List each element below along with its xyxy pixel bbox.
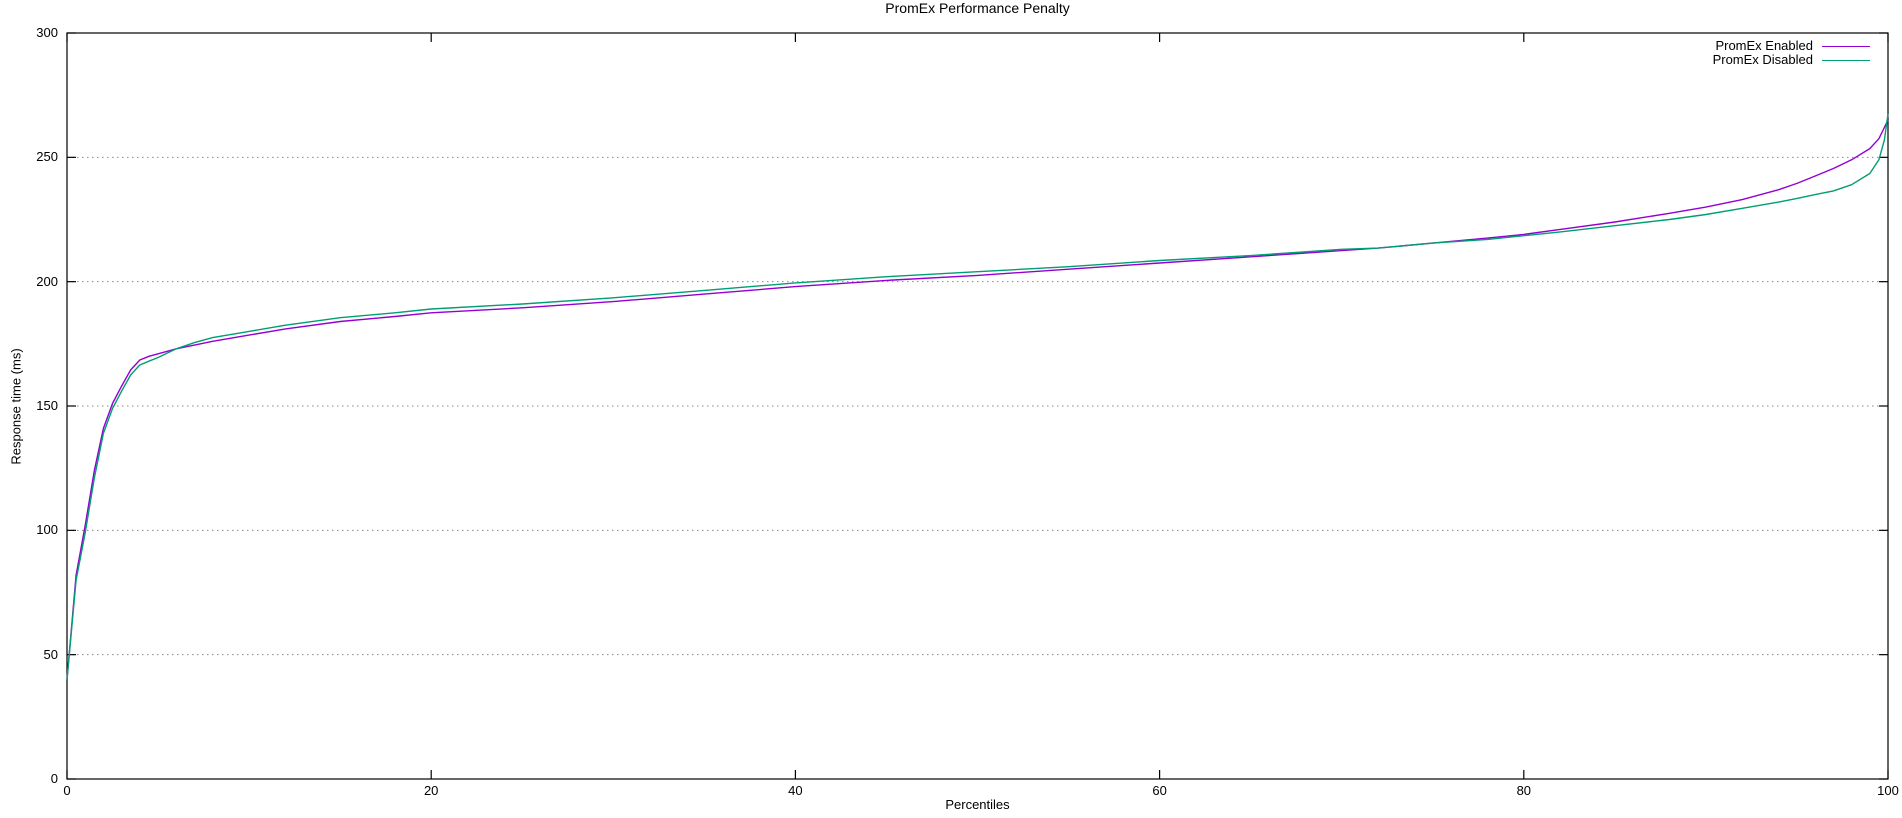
y-tick-label-250: 250 (36, 149, 58, 165)
series-line-promex-enabled (66, 119, 1889, 680)
x-tick-label-20: 20 (423, 783, 439, 798)
y-tick-label-0: 0 (50, 771, 58, 786)
x-tick-label-60: 60 (1152, 783, 1167, 798)
legend-entry-promex-enabled: PromEx Enabled (1713, 39, 1870, 53)
y-tick-label-150: 150 (36, 398, 58, 413)
y-tick-label-50: 50 (43, 646, 58, 662)
y-tick-label-200: 200 (36, 273, 58, 289)
x-tick-label-40: 40 (788, 783, 803, 798)
series-line-promex-disabled (66, 113, 1889, 680)
x-tick-label-80: 80 (1516, 783, 1532, 798)
x-tick-label-100: 100 (1877, 783, 1899, 798)
legend-line-sample-promex-enabled (1822, 45, 1870, 47)
legend-label-promex-enabled: PromEx Enabled (1715, 38, 1813, 53)
legend: PromEx Enabled PromEx Disabled (1713, 39, 1870, 67)
legend-entry-promex-disabled: PromEx Disabled (1713, 53, 1870, 67)
x-tick-label-0: 0 (63, 783, 71, 798)
y-tick-label-100: 100 (36, 522, 58, 538)
chart-title: PromEx Performance Penalty (885, 0, 1070, 16)
x-axis-label: Percentiles (945, 797, 1010, 812)
y-tick-label-300: 300 (36, 25, 58, 40)
legend-line-sample-promex-disabled (1822, 59, 1870, 61)
legend-label-promex-disabled: PromEx Disabled (1712, 52, 1813, 67)
